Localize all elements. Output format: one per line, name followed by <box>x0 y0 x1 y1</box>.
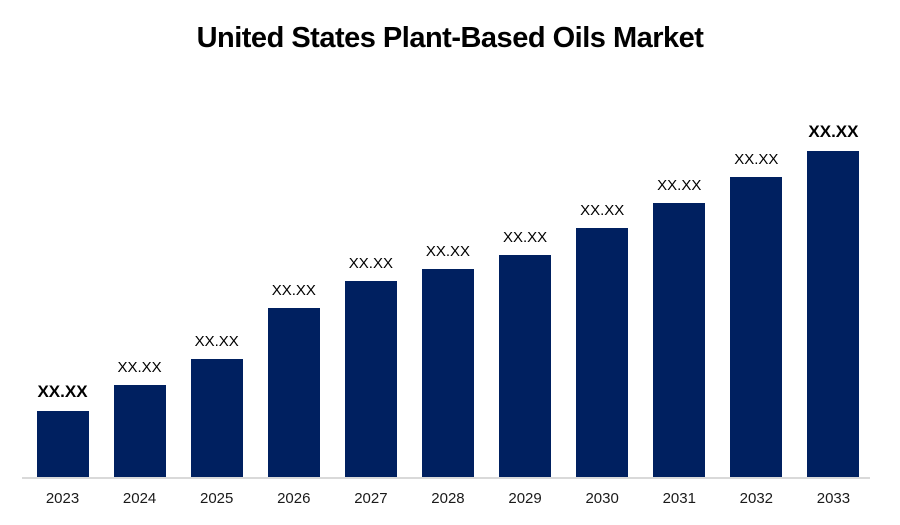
bar-2029 <box>499 255 552 477</box>
x-axis-line <box>22 477 870 479</box>
x-axis-tick-2030: 2030 <box>585 490 619 507</box>
bar-column-2031: XX.XX 2031 <box>641 0 718 507</box>
value-label-2033: XX.XX <box>808 122 859 141</box>
bar-column-2028: XX.XX 2028 <box>409 0 486 507</box>
value-label-2025: XX.XX <box>194 333 239 350</box>
bar-2023 <box>36 411 89 477</box>
chart-title: United States Plant-Based Oils Market <box>196 22 704 54</box>
value-label-2026: XX.XX <box>271 282 316 299</box>
x-axis-tick-2028: 2028 <box>431 490 465 507</box>
x-axis-tick-2032: 2032 <box>739 490 774 507</box>
plot-area: XX.XX 2023 XX.XX 2024 XX.XX 2025 XX.XX 2026 XX.X… <box>24 0 872 507</box>
bar-2030 <box>576 228 629 477</box>
value-label-2027: XX.XX <box>348 255 393 272</box>
bar-2027 <box>344 281 397 477</box>
x-axis-tick-2024: 2024 <box>122 490 157 507</box>
x-axis-tick-2025: 2025 <box>200 490 234 507</box>
bar-column-2025: XX.XX 2025 <box>178 0 255 507</box>
bar-2026 <box>267 308 320 477</box>
value-label-2028: XX.XX <box>425 243 471 260</box>
value-label-2024: XX.XX <box>117 359 162 376</box>
bar-column-2030: XX.XX 2030 <box>564 0 641 507</box>
bar-column-2023: XX.XX 2023 <box>24 0 101 507</box>
x-axis-tick-2029: 2029 <box>508 490 542 507</box>
value-label-2030: XX.XX <box>580 202 625 219</box>
bar-2024 <box>113 385 166 477</box>
bar-column-2032: XX.XX 2032 <box>718 0 795 507</box>
x-axis-tick-2027: 2027 <box>354 490 388 507</box>
bar-2033 <box>807 151 860 477</box>
x-axis-tick-2023: 2023 <box>45 490 80 507</box>
value-label-2023: XX.XX <box>37 382 88 401</box>
bar-column-2033: XX.XX 2033 <box>795 0 872 507</box>
bar-2025 <box>190 359 243 477</box>
bar-column-2024: XX.XX 2024 <box>101 0 178 507</box>
bar-2032 <box>730 177 783 477</box>
bar-2031 <box>653 203 706 477</box>
x-axis-tick-2026: 2026 <box>277 490 311 507</box>
x-axis-tick-2033: 2033 <box>816 490 851 507</box>
value-label-2032: XX.XX <box>734 151 779 168</box>
bar-column-2029: XX.XX 2029 <box>487 0 564 507</box>
bar-2028 <box>421 269 474 477</box>
value-label-2029: XX.XX <box>502 229 548 246</box>
value-label-2031: XX.XX <box>657 177 702 194</box>
bar-column-2026: XX.XX 2026 <box>255 0 332 507</box>
x-axis-tick-2031: 2031 <box>662 490 696 507</box>
bar-column-2027: XX.XX 2027 <box>332 0 409 507</box>
